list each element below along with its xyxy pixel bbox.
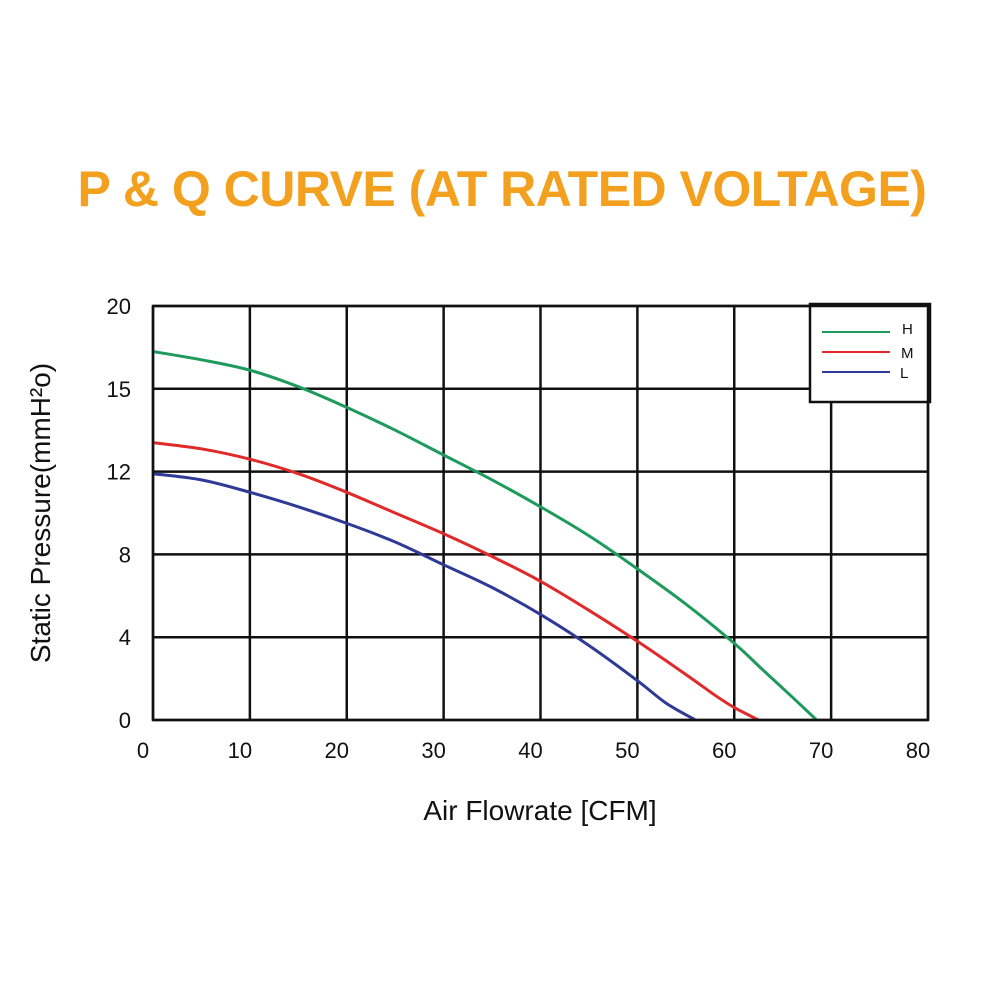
- x-tick-label: 50: [615, 738, 639, 763]
- tick-labels: 0 10 20 30 40 50 60 70 80 0 4 8 12 15 20: [107, 294, 931, 763]
- y-tick-label: 4: [119, 625, 131, 650]
- series-line-l: [152, 472, 697, 722]
- y-tick-label: 15: [107, 377, 131, 402]
- x-tick-label: 10: [228, 738, 252, 763]
- series-line-m: [152, 441, 760, 722]
- legend-label-l: L: [900, 365, 908, 382]
- legend-label-h: H: [902, 321, 913, 338]
- x-tick-label: 40: [518, 738, 542, 763]
- y-tick-label: 8: [119, 542, 131, 567]
- legend: HML: [808, 302, 932, 404]
- plot-frame: [151, 304, 930, 722]
- y-tick-label: 0: [119, 708, 131, 733]
- legend-label-m: M: [901, 345, 914, 362]
- x-axis-label: Air Flowrate [CFM]: [423, 795, 656, 826]
- series-line-h: [152, 350, 818, 722]
- y-tick-label: 12: [107, 460, 131, 485]
- chart-title: P & Q CURVE (AT RATED VOLTAGE): [77, 161, 927, 217]
- x-tick-label: 30: [421, 738, 445, 763]
- x-tick-label: 80: [906, 738, 930, 763]
- x-tick-label: 70: [809, 738, 833, 763]
- y-tick-label: 20: [107, 294, 131, 319]
- x-tick-label: 0: [137, 738, 149, 763]
- x-tick-label: 20: [325, 738, 349, 763]
- series-lines: [152, 350, 818, 722]
- x-tick-label: 60: [712, 738, 736, 763]
- y-axis-label: Static Pressure(mmH²o): [25, 363, 56, 663]
